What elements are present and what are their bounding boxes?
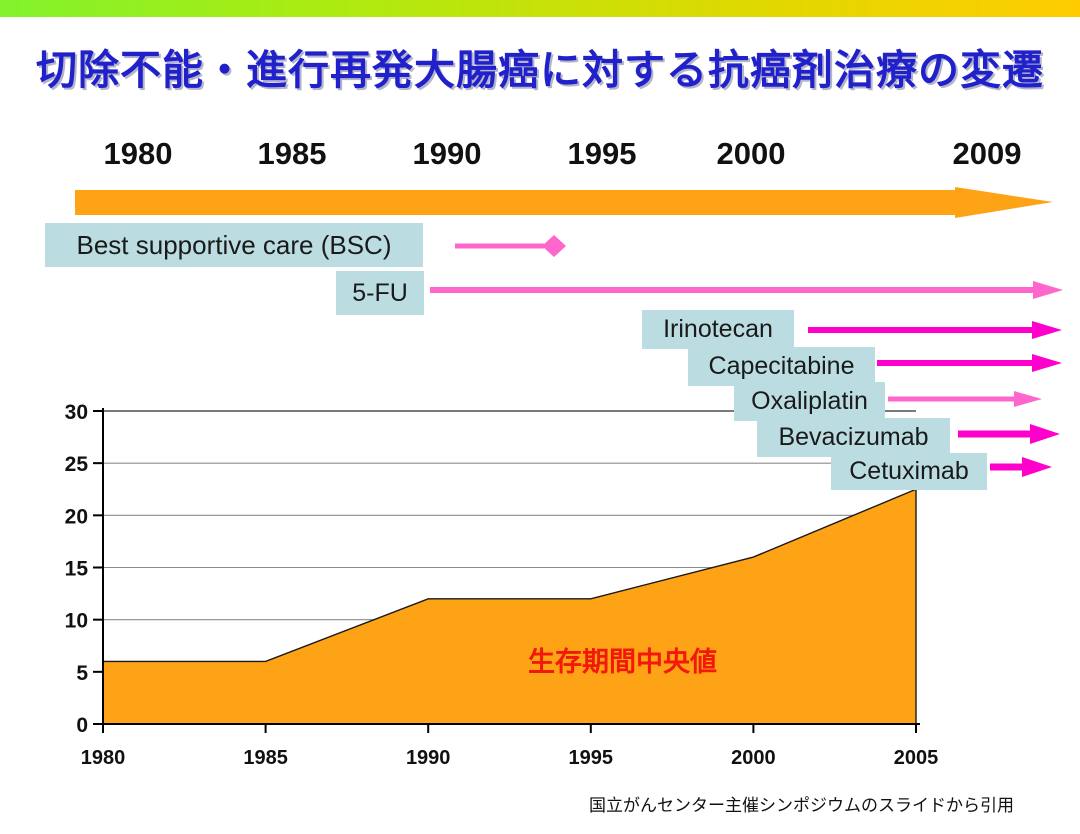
bsc-arrow-icon — [455, 235, 566, 257]
top-gradient-bar — [0, 0, 1080, 17]
x-tick-label: 2005 — [894, 747, 939, 769]
x-tick-label: 1995 — [569, 747, 614, 769]
5fu-arrow-icon — [430, 281, 1063, 299]
treatment-label-5fu: 5-FU — [336, 271, 424, 315]
treatment-label-cetuximab: Cetuximab — [831, 453, 987, 490]
oxaliplatin-arrow-icon — [888, 391, 1042, 407]
cetuximab-arrow-icon — [990, 457, 1052, 477]
y-tick-label: 5 — [76, 662, 88, 685]
timeline-year-1985: 1985 — [257, 136, 327, 171]
y-tick-label: 30 — [65, 401, 88, 424]
timeline-year-1995: 1995 — [567, 136, 637, 171]
treatment-label-oxaliplatin: Oxaliplatin — [734, 382, 885, 421]
x-tick-label: 1985 — [243, 747, 288, 769]
irinotecan-arrow-icon — [808, 321, 1062, 339]
chart-annotation-median-survival: 生存期間中央値 — [528, 647, 717, 677]
y-tick-label: 10 — [65, 610, 88, 633]
capecitabine-arrow-icon — [877, 354, 1062, 372]
source-caption: 国立がんセンター主催シンポジウムのスライドから引用 — [589, 796, 1014, 815]
timeline-year-1980: 1980 — [103, 136, 173, 171]
bevacizumab-arrow-icon — [958, 424, 1060, 444]
y-tick-label: 15 — [65, 558, 89, 581]
slide-title: 切除不能・進行再発大腸癌に対する抗癌剤治療の変遷 — [36, 47, 1044, 93]
y-tick-label: 20 — [65, 505, 88, 528]
x-tick-label: 2000 — [731, 747, 776, 769]
y-tick-label: 25 — [65, 453, 89, 476]
timeline-year-1990: 1990 — [412, 136, 482, 171]
treatment-label-capecitabine: Capecitabine — [688, 347, 875, 386]
survival-area-series — [102, 488, 917, 725]
x-tick-label: 1990 — [406, 747, 451, 769]
x-tick-label: 1980 — [81, 747, 126, 769]
treatment-label-irinotecan: Irinotecan — [642, 310, 794, 349]
timeline-year-2009: 2009 — [952, 136, 1022, 171]
y-tick-label: 0 — [76, 714, 88, 737]
timeline-year-2000: 2000 — [716, 136, 786, 171]
timeline-arrow-icon — [75, 187, 1053, 218]
treatment-label-bsc: Best supportive care (BSC) — [45, 223, 423, 267]
treatment-label-bevacizumab: Bevacizumab — [757, 418, 950, 457]
